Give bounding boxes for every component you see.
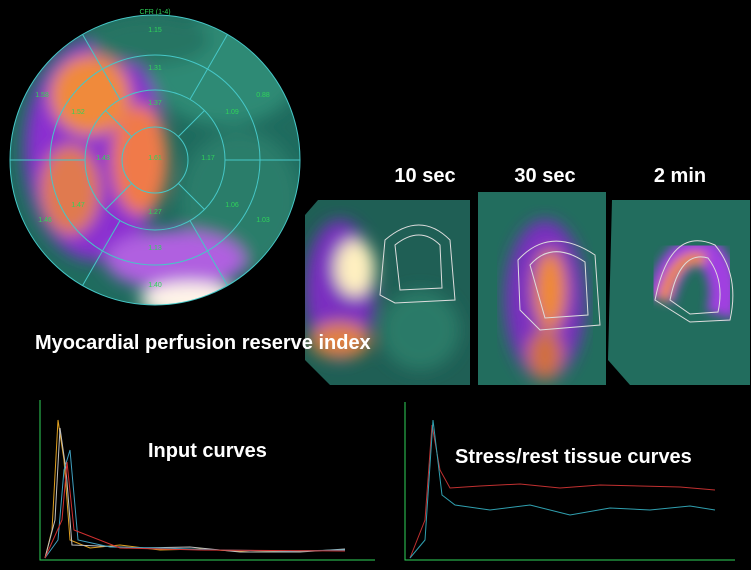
- segment-value: 1.47: [71, 202, 85, 209]
- segment-value: 1.27: [148, 209, 162, 216]
- time-label: 2 min: [654, 165, 706, 187]
- figure: CFR (1-4) 1.15 1.31 1.52 1.58 1.09 0.88 1.37 1.…: [0, 0, 751, 570]
- perfusion-image: [300, 195, 475, 390]
- bullseye-title: CFR (1-4): [139, 9, 170, 16]
- segment-value: 1.09: [225, 109, 239, 116]
- segment-value: 1.46: [38, 217, 52, 224]
- segment-value: 0.88: [256, 92, 270, 99]
- segment-value: 1.52: [71, 109, 85, 116]
- time-label: 30 sec: [514, 165, 575, 187]
- segment-value: 1.31: [148, 65, 162, 72]
- segment-value: 1.37: [148, 100, 162, 107]
- segment-value: 1.40: [148, 282, 162, 289]
- segment-value: 1.13: [148, 245, 162, 252]
- segment-value: 1.43: [96, 155, 110, 162]
- caption: Myocardial perfusion reserve index: [35, 332, 371, 354]
- segment-value: 1.58: [35, 92, 49, 99]
- time-label: 10 sec: [394, 165, 455, 187]
- segment-value: 1.17: [201, 155, 215, 162]
- caption: Stress/rest tissue curves: [455, 446, 692, 468]
- segment-value: 1.15: [148, 27, 162, 34]
- segment-value: 1.06: [225, 202, 239, 209]
- perfusion-image: [605, 195, 751, 390]
- segment-value: 1.03: [256, 217, 270, 224]
- segment-value: 1.61: [148, 155, 162, 162]
- caption: Input curves: [148, 440, 267, 462]
